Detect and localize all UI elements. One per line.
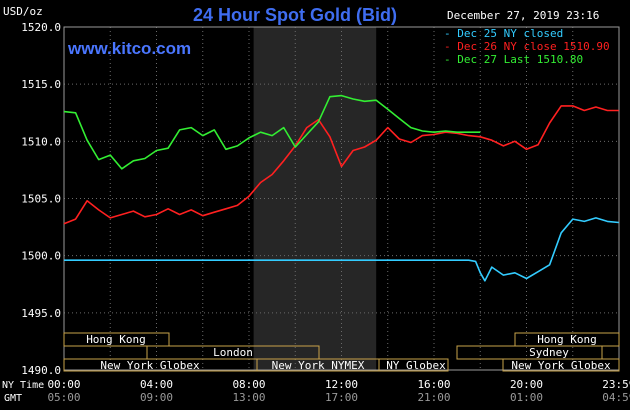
x-tick-label-ny: 08:00 bbox=[232, 378, 265, 391]
chart-datetime: December 27, 2019 23:16 bbox=[447, 9, 599, 22]
series-line-dec-27-last-1510-80 bbox=[63, 94, 481, 170]
session-label-ny-globex-3: New York Globex bbox=[511, 359, 611, 372]
session-box-ny-globex-3 bbox=[502, 358, 620, 372]
y-axis-ticks: 1490.0 1495.0 1500.0 1505.0 1510.0 1515.0 1520… bbox=[21, 21, 61, 377]
x-tick-label-ny: 16:00 bbox=[417, 378, 450, 391]
session-label-sydney: Sydney bbox=[529, 346, 569, 359]
y-tick-label: 1490.0 bbox=[21, 364, 61, 377]
grid-lines bbox=[63, 26, 620, 371]
y-tick-label: 1520.0 bbox=[21, 21, 61, 34]
session-label-hong-kong-1: Hong Kong bbox=[86, 333, 146, 346]
website-watermark[interactable]: www.kitco.com bbox=[67, 39, 191, 58]
trading-sessions: Hong Kong Hong Kong London Sydney New Yo… bbox=[63, 332, 620, 372]
x-tick-label-gmt: 13:00 bbox=[232, 391, 265, 404]
series-line-dec-26-ny-close-1510-90 bbox=[63, 105, 619, 225]
x-tick-label-gmt: 21:00 bbox=[417, 391, 450, 404]
x-tick-label-ny: 12:00 bbox=[325, 378, 358, 391]
legend: - Dec 25 NY closed - Dec 26 NY close 151… bbox=[444, 27, 610, 66]
plot-border bbox=[63, 26, 620, 371]
session-label-ny-nymex: New York NYMEX bbox=[272, 359, 365, 372]
legend-item-dec25: - Dec 25 NY closed bbox=[444, 27, 563, 40]
ny-time-label: NY Time bbox=[2, 380, 44, 391]
session-label-ny-globex-1: New York Globex bbox=[100, 359, 200, 372]
x-tick-label-ny: 00:00 bbox=[47, 378, 80, 391]
series-layer bbox=[63, 94, 619, 282]
session-label-ny-globex-2: NY Globex bbox=[386, 359, 446, 372]
session-box-ny-globex-2 bbox=[378, 358, 449, 372]
x-tick-label-gmt: 09:00 bbox=[140, 391, 173, 404]
y-axis-unit-label: USD/oz bbox=[3, 5, 43, 18]
x-tick-label-gmt: 01:00 bbox=[510, 391, 543, 404]
x-tick-label-ny: 23:59 bbox=[602, 378, 630, 391]
series-line-dec-25-ny-closed bbox=[64, 217, 619, 282]
legend-item-dec27: - Dec 27 Last 1510.80 bbox=[444, 53, 583, 66]
gmt-label: GMT bbox=[4, 393, 22, 404]
y-tick-label: 1510.0 bbox=[21, 135, 61, 148]
x-tick-label-gmt: 17:00 bbox=[325, 391, 358, 404]
nymex-shaded-region bbox=[253, 27, 377, 370]
y-tick-label: 1495.0 bbox=[21, 307, 61, 320]
x-tick-label-ny: 20:00 bbox=[510, 378, 543, 391]
y-tick-label: 1505.0 bbox=[21, 193, 61, 206]
session-box-hong-kong-1 bbox=[63, 332, 170, 347]
session-label-hong-kong-2: Hong Kong bbox=[537, 333, 597, 346]
x-tick-label-gmt: 05:00 bbox=[47, 391, 80, 404]
y-tick-label: 1500.0 bbox=[21, 250, 61, 263]
y-tick-label: 1515.0 bbox=[21, 78, 61, 91]
x-tick-label-ny: 04:00 bbox=[140, 378, 173, 391]
chart-title: 24 Hour Spot Gold (Bid) bbox=[193, 5, 397, 25]
session-label-london: London bbox=[213, 346, 253, 359]
x-tick-label-gmt: 04:59 bbox=[602, 391, 630, 404]
legend-item-dec26: - Dec 26 NY close 1510.90 bbox=[444, 40, 610, 53]
